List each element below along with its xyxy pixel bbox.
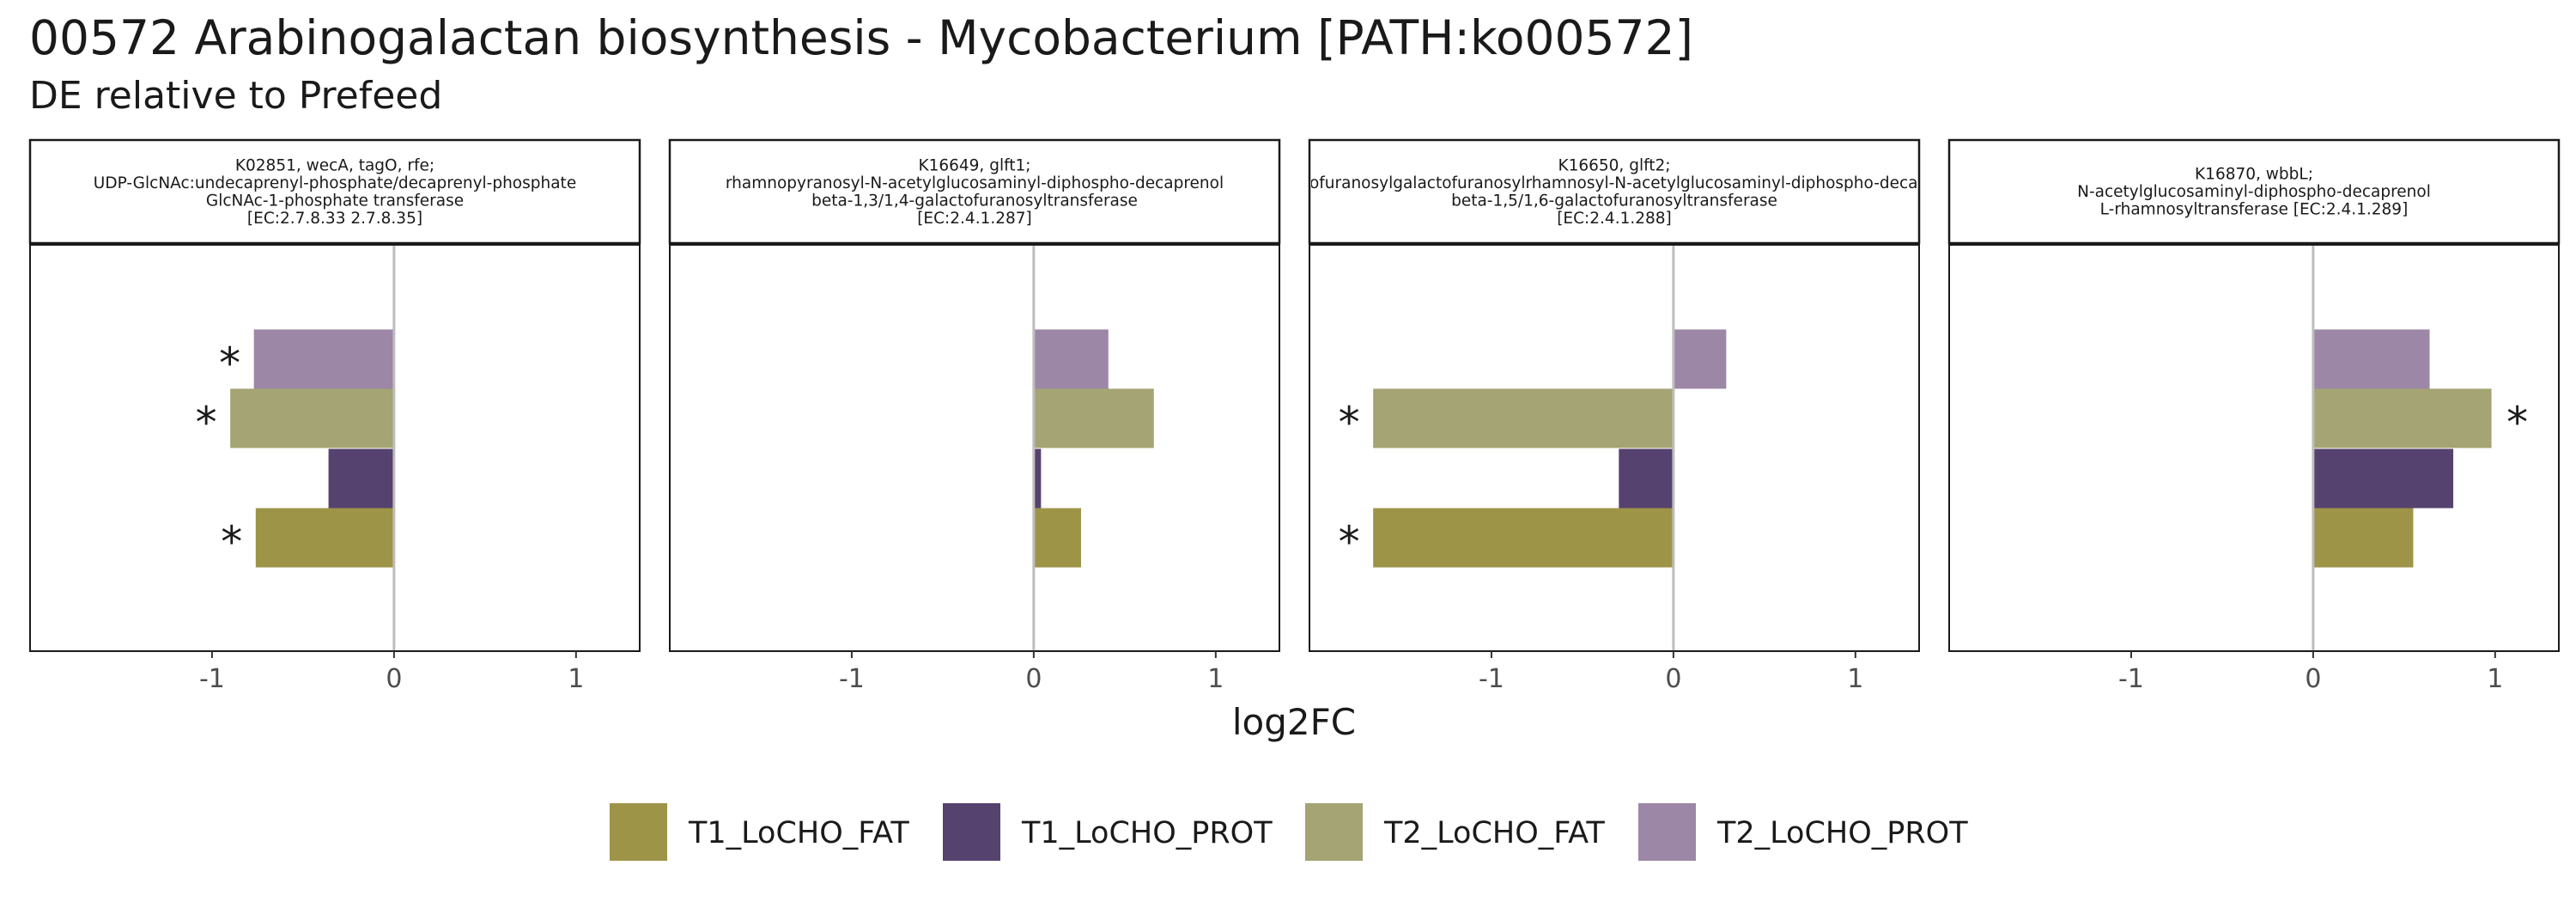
x-axis-label: log2FC <box>1232 701 1356 743</box>
panel-1-label-line: [EC:2.7.8.33 2.7.8.35] <box>247 210 422 228</box>
panel-strip-4 <box>1947 138 2561 245</box>
panel-3-label-line: [EC:2.4.1.288] <box>1557 210 1672 228</box>
legend-key-T2_LoCHO_FAT <box>1305 803 1363 861</box>
panel-2-label-line: rhamnopyranosyl-N-acetylglucosaminyl-dip… <box>726 174 1224 192</box>
x-tick-label: 0 <box>386 664 402 694</box>
legend-label-T2_LoCHO_PROT: T2_LoCHO_PROT <box>1716 816 1968 850</box>
panel-1-label-line: UDP-GlcNAc:undecaprenyl-phosphate/decapr… <box>94 174 576 192</box>
significance-marker: * <box>196 398 217 448</box>
x-tick-label: 0 <box>1025 664 1042 694</box>
panel-strip-3 <box>1308 138 1921 245</box>
bar-panel2-T1_LoCHO_FAT <box>1033 508 1081 568</box>
legend-label-T1_LoCHO_FAT: T1_LoCHO_FAT <box>688 816 909 850</box>
legend-key-T1_LoCHO_PROT <box>943 803 1000 861</box>
x-tick-label: 1 <box>1207 664 1224 694</box>
x-tick-label: -1 <box>2118 664 2144 694</box>
bar-panel4-T2_LoCHO_PROT <box>2312 329 2430 389</box>
bar-panel2-T2_LoCHO_PROT <box>1033 329 1109 389</box>
bar-panel3-T1_LoCHO_FAT <box>1373 508 1674 568</box>
panel-4-label-line: N-acetylglucosaminyl-diphospho-decapreno… <box>2077 183 2431 201</box>
panel-3-label-line: K16650, glft2; <box>1558 156 1670 174</box>
bar-panel1-T2_LoCHO_PROT <box>253 329 394 389</box>
significance-marker: * <box>2506 398 2528 448</box>
x-tick-label: 0 <box>1665 664 1681 694</box>
x-tick-label: -1 <box>199 664 225 694</box>
x-tick-label: -1 <box>839 664 865 694</box>
x-tick-label: 0 <box>2305 664 2321 694</box>
bar-panel3-T1_LoCHO_PROT <box>1619 448 1674 509</box>
panel-2-label-line: [EC:2.4.1.287] <box>917 210 1032 228</box>
legend-key-T2_LoCHO_PROT <box>1638 803 1696 861</box>
panel-strip-2 <box>668 138 1281 245</box>
significance-marker: * <box>1339 517 1360 567</box>
bar-panel1-T1_LoCHO_FAT <box>255 508 394 568</box>
panel-strip-1 <box>28 138 641 245</box>
significance-marker: * <box>1339 398 1360 448</box>
panel-2-plot-area <box>669 244 1280 652</box>
panel-2-label-line: beta-1,3/1,4-galactofuranosyltransferase <box>811 192 1138 210</box>
panel-3-label-line: galactofuranosylgalactofuranosylrhamnosy… <box>1261 174 1968 192</box>
panel-1-label-line: K02851, wecA, tagO, rfe; <box>235 156 434 174</box>
panel-1-label-line: GlcNAc-1-phosphate transferase <box>206 192 464 210</box>
legend-label-T1_LoCHO_PROT: T1_LoCHO_PROT <box>1021 816 1273 850</box>
panel-4-label-line: K16870, wbbL; <box>2195 166 2313 184</box>
bar-panel2-T1_LoCHO_PROT <box>1033 448 1042 509</box>
bar-panel1-T2_LoCHO_FAT <box>230 388 394 448</box>
bar-panel3-T2_LoCHO_FAT <box>1373 388 1674 448</box>
panel-3-label-line: beta-1,5/1,6-galactofuranosyltransferase <box>1451 192 1777 210</box>
panel-2-label-line: K16649, glft1; <box>918 156 1030 174</box>
legend-key-T1_LoCHO_FAT <box>610 803 667 861</box>
x-tick-label: 1 <box>1847 664 1863 694</box>
chart-title: 00572 Arabinogalactan biosynthesis - Myc… <box>29 10 1693 65</box>
bar-panel4-T2_LoCHO_FAT <box>2312 388 2492 448</box>
bar-panel4-T1_LoCHO_FAT <box>2312 508 2414 568</box>
x-tick-label: 1 <box>568 664 584 694</box>
bar-panel1-T1_LoCHO_PROT <box>328 448 394 509</box>
chart-subtitle: DE relative to Prefeed <box>29 74 443 118</box>
significance-marker: * <box>219 338 240 388</box>
bar-panel4-T1_LoCHO_PROT <box>2312 448 2454 509</box>
bar-panel3-T2_LoCHO_PROT <box>1673 329 1727 389</box>
significance-marker: * <box>221 517 242 567</box>
bar-panel2-T2_LoCHO_FAT <box>1033 388 1154 448</box>
x-tick-label: -1 <box>1479 664 1504 694</box>
panel-4-label-line: L-rhamnosyltransferase [EC:2.4.1.289] <box>2100 201 2409 219</box>
x-tick-label: 1 <box>2487 664 2503 694</box>
legend-label-T2_LoCHO_FAT: T2_LoCHO_FAT <box>1383 816 1605 850</box>
